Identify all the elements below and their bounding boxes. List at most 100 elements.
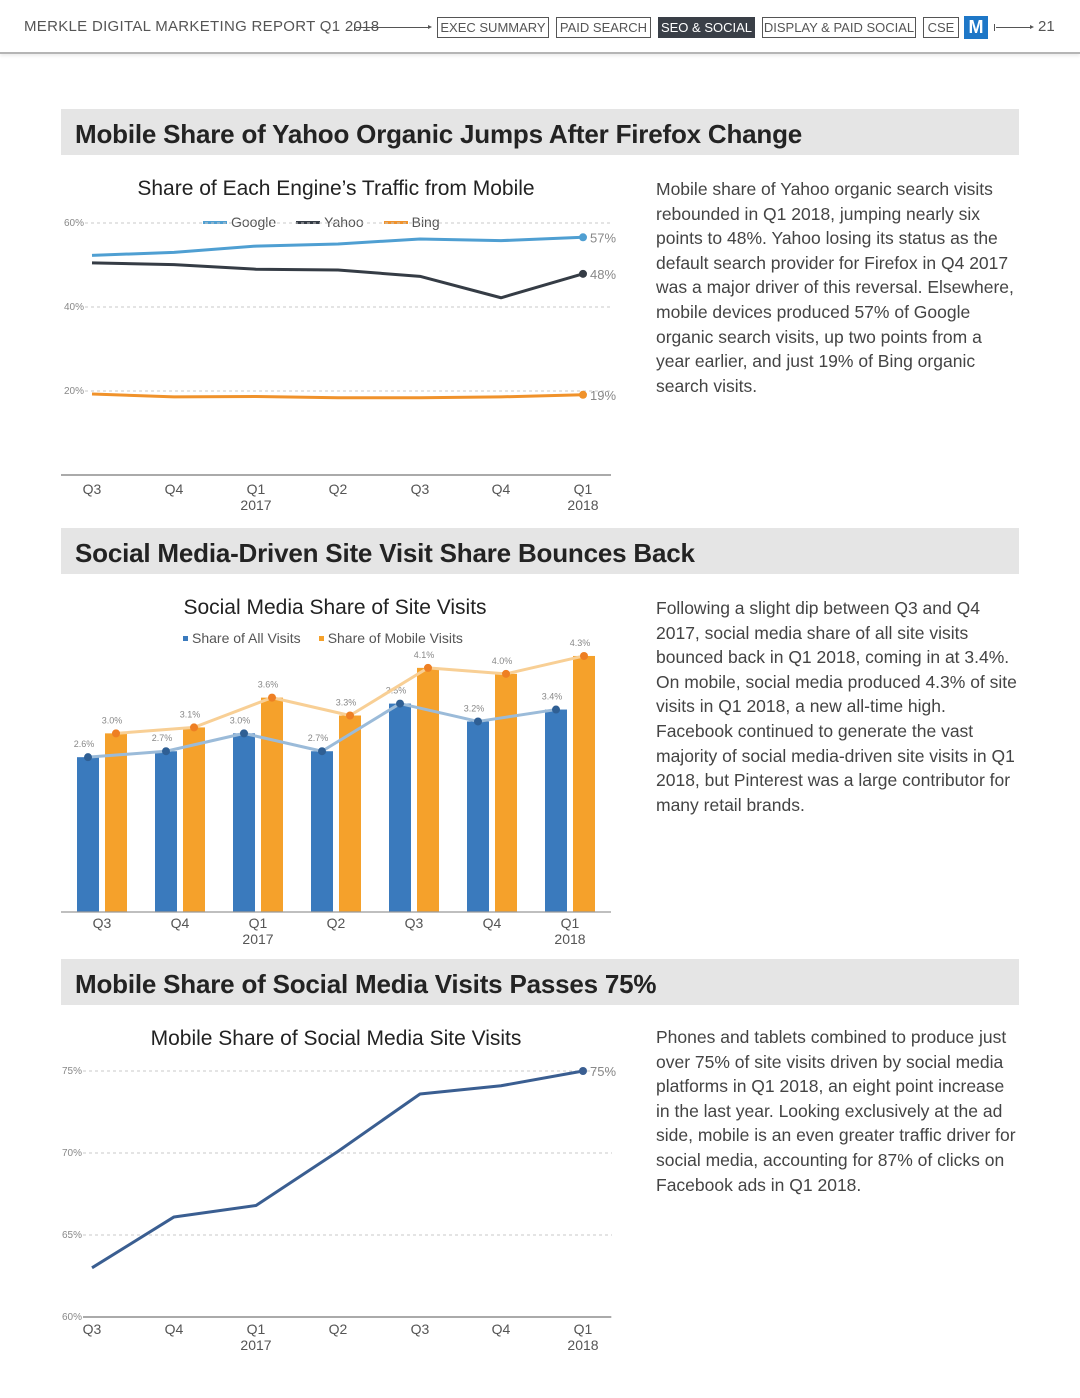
section-bar-social: Social Media-Driven Site Visit Share Bou… <box>61 528 1019 574</box>
x-year-label: 2017 <box>240 497 271 513</box>
data-label: 4.1% <box>414 650 435 660</box>
bar-mobile-visits <box>261 697 283 912</box>
x-year-label: 2017 <box>242 931 273 947</box>
data-point <box>190 723 198 732</box>
bar-mobile-visits <box>339 715 361 912</box>
data-point <box>268 693 276 702</box>
section-title: Social Media-Driven Site Visit Share Bou… <box>75 538 695 568</box>
section-bar-yahoo: Mobile Share of Yahoo Organic Jumps Afte… <box>61 109 1019 155</box>
chart-legend: Google Yahoo Bing <box>203 214 460 230</box>
x-tick-label: Q3 <box>93 915 112 931</box>
x-tick-label: Q4 <box>492 481 511 497</box>
y-tick-label: 70% <box>62 1148 82 1159</box>
y-tick-label: 75% <box>62 1066 82 1077</box>
tab-exec-summary[interactable]: EXEC SUMMARY <box>437 17 549 38</box>
x-tick-label: Q1 <box>249 915 268 931</box>
bar-all-visits <box>389 703 411 912</box>
legend-item-mobile-visits: Share of Mobile Visits <box>318 630 463 646</box>
section-bar-mobile-social: Mobile Share of Social Media Visits Pass… <box>61 959 1019 1005</box>
bar-all-visits <box>233 733 255 912</box>
section-title: Mobile Share of Yahoo Organic Jumps Afte… <box>75 119 803 149</box>
chart-title: Social Media Share of Site Visits <box>183 596 487 619</box>
bar-mobile-visits <box>573 655 595 912</box>
x-tick-label: Q2 <box>327 915 346 931</box>
data-point <box>502 669 510 678</box>
bar-mobile-visits <box>105 733 127 912</box>
data-label: 3.1% <box>180 709 201 719</box>
bar-all-visits <box>155 751 177 912</box>
data-label: 3.4% <box>542 692 563 702</box>
data-point <box>396 699 404 708</box>
data-point <box>240 729 248 738</box>
data-label: 3.5% <box>386 686 407 696</box>
series-end-label: 48% <box>590 267 616 282</box>
legend-item-all-visits: Share of All Visits <box>183 630 301 646</box>
tab-seo-social[interactable]: SEO & SOCIAL <box>658 17 755 38</box>
x-tick-label: Q4 <box>171 915 190 931</box>
section-title: Mobile Share of Social Media Visits Pass… <box>75 969 657 999</box>
x-tick-label: Q1 <box>247 481 266 497</box>
data-point <box>424 663 432 672</box>
chart-title: Share of Each Engine’s Traffic from Mobi… <box>137 177 535 200</box>
x-year-label: 2018 <box>567 1337 598 1353</box>
x-tick-label: Q3 <box>411 481 430 497</box>
data-point <box>474 717 482 726</box>
bar-all-visits <box>545 709 567 912</box>
x-tick-label: Q2 <box>329 481 348 497</box>
data-label: 4.0% <box>492 656 513 666</box>
data-label: 3.6% <box>258 680 279 690</box>
x-tick-label: Q4 <box>165 481 184 497</box>
report-header: MERKLE DIGITAL MARKETING REPORT Q1 2018 … <box>0 0 1080 54</box>
data-point <box>580 651 588 660</box>
x-tick-label: Q4 <box>483 915 502 931</box>
legend-item-google: Google <box>203 214 276 230</box>
bar-all-visits <box>311 751 333 912</box>
header-rule <box>354 24 432 31</box>
data-point <box>346 711 354 720</box>
data-point <box>318 747 326 756</box>
series-end-marker <box>579 1067 587 1075</box>
series-end-label: 75% <box>590 1064 616 1079</box>
bar-all-visits <box>467 721 489 912</box>
data-label: 3.0% <box>230 715 251 725</box>
data-label: 2.7% <box>308 733 329 743</box>
legend-item-bing: Bing <box>383 214 440 230</box>
bar-mobile-visits <box>183 727 205 912</box>
legend-item-yahoo: Yahoo <box>296 214 364 230</box>
merkle-logo[interactable]: M <box>964 16 988 39</box>
header-rule-right <box>994 24 1034 31</box>
data-label: 2.7% <box>152 733 173 743</box>
x-tick-label: Q1 <box>574 1321 593 1337</box>
series-end-marker <box>579 390 587 399</box>
tab-display-paid-social[interactable]: DISPLAY & PAID SOCIAL <box>762 17 916 38</box>
page-number: 21 <box>1038 18 1055 35</box>
section-body-text: Following a slight dip between Q3 and Q4… <box>656 598 1017 815</box>
section-body-text: Phones and tablets combined to produce j… <box>656 1027 1016 1195</box>
x-tick-label: Q2 <box>329 1321 348 1337</box>
data-label: 2.6% <box>74 739 95 749</box>
chart-title: Mobile Share of Social Media Site Visits <box>150 1027 522 1050</box>
social-share-chart: 2.6% 2.7% 3.0% 2.7% 3.5% 3.2% 3.4% 3.0% 3.1% 3.6%… <box>61 638 611 947</box>
x-tick-label: Q4 <box>165 1321 184 1337</box>
y-tick-label: 20% <box>64 386 84 397</box>
data-label: 3.0% <box>102 715 123 725</box>
x-tick-label: Q1 <box>574 481 593 497</box>
chart-legend: Share of All Visits Share of Mobile Visi… <box>183 630 483 646</box>
data-point <box>162 747 170 756</box>
bar-mobile-visits <box>417 667 439 912</box>
x-tick-label: Q3 <box>83 1321 102 1337</box>
series-end-marker <box>579 233 587 242</box>
x-year-label: 2018 <box>554 931 585 947</box>
series-end-marker <box>579 269 587 278</box>
tab-paid-search[interactable]: PAID SEARCH <box>556 17 651 38</box>
x-tick-label: Q3 <box>411 1321 430 1337</box>
data-label: 3.3% <box>336 698 357 708</box>
y-tick-label: 40% <box>64 302 84 313</box>
tab-cse[interactable]: CSE <box>923 17 959 38</box>
bar-mobile-visits <box>495 673 517 912</box>
data-point <box>552 705 560 714</box>
x-tick-label: Q1 <box>561 915 580 931</box>
x-tick-label: Q3 <box>405 915 424 931</box>
data-point <box>84 753 92 762</box>
